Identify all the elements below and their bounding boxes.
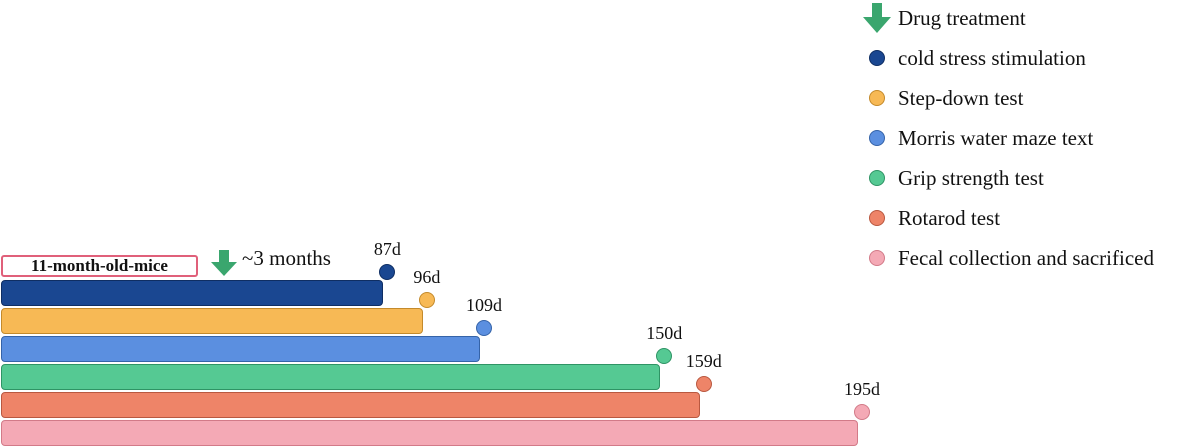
legend-label: cold stress stimulation [898,45,1086,70]
timeline-bar [1,308,423,334]
legend-dot-icon [862,203,892,233]
legend-item: Step-down test [862,78,1023,118]
timeline-bar [1,280,384,306]
start-age-label: 11-month-old-mice [1,255,198,277]
legend-item: Rotarod test [862,198,1000,238]
drug-treatment-arrow-icon [210,250,238,281]
day-label: 96d [413,267,441,287]
day-label: 195d [844,379,880,399]
event-marker [418,292,435,308]
legend-dot-icon [862,83,892,113]
legend-item: Fecal collection and sacrificed [862,238,1154,278]
legend-label: Drug treatment [898,5,1026,30]
day-label: 159d [685,351,722,371]
event-marker [476,320,493,336]
legend-label: Rotarod test [898,205,1001,230]
treatment-duration-label: ~3 months [242,246,331,270]
legend-label: Step-down test [898,85,1024,110]
timeline-bar [1,364,661,390]
legend: Drug treatment cold stress stimulation Ste… [862,0,1200,280]
legend-item: Drug treatment [862,0,1026,38]
drug-treatment-arrow-icon [862,3,892,33]
day-label: 87d [373,239,401,259]
legend-dot-icon [862,43,892,73]
legend-dot-icon [862,243,892,273]
legend-dot-icon [862,123,892,153]
legend-item: Grip strength test [862,158,1044,198]
legend-label: Fecal collection and sacrificed [898,245,1154,270]
legend-dot-icon [862,163,892,193]
event-marker [379,264,396,280]
day-label: 109d [466,295,503,315]
legend-label: Morris water maze text [898,125,1094,150]
timeline-bar [1,392,700,418]
legend-item: Morris water maze text [862,118,1093,158]
legend-label: Grip strength test [898,165,1044,190]
event-marker [854,404,870,420]
legend-item: cold stress stimulation [862,38,1086,78]
day-label: 150d [646,323,683,343]
timeline-bar [1,420,858,446]
timeline-bar [1,336,481,362]
event-marker [695,376,712,392]
event-marker [656,348,673,364]
